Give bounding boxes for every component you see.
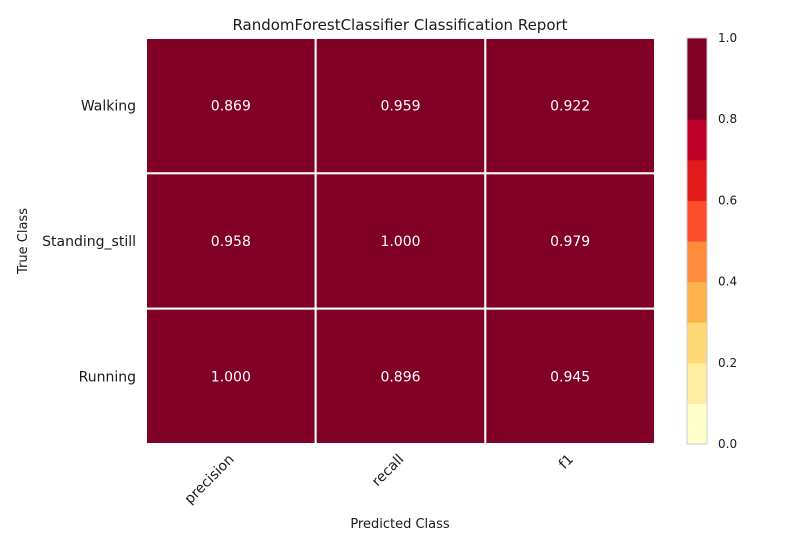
x-axis-label: Predicted Class bbox=[350, 517, 450, 532]
heatmap-cell-labels: 0.869 0.959 0.922 0.958 1.000 0.979 1.000 0.896… bbox=[211, 99, 590, 386]
x-tick-label: recall bbox=[369, 452, 407, 490]
heatmap-cell bbox=[145, 307, 317, 445]
heatmap-cell-label: 1.000 bbox=[211, 369, 251, 385]
heatmap-cell bbox=[145, 37, 317, 175]
heatmap-cell bbox=[484, 37, 657, 175]
colorbar-tick-label: 0.0 bbox=[718, 437, 737, 451]
x-tick-label: precision bbox=[182, 452, 238, 508]
heatmap-cell-label: 0.869 bbox=[211, 99, 251, 115]
x-tick-label: f1 bbox=[556, 452, 577, 473]
colorbar-bin bbox=[687, 200, 707, 242]
colorbar-bin bbox=[687, 322, 707, 364]
y-axis-label: True Class bbox=[16, 208, 31, 275]
colorbar-bin bbox=[687, 403, 707, 445]
colorbar bbox=[686, 37, 708, 445]
colorbar-bin bbox=[687, 78, 707, 120]
heatmap-cell bbox=[314, 307, 487, 445]
colorbar-tick-label: 0.6 bbox=[718, 193, 737, 207]
colorbar-bin bbox=[687, 159, 707, 201]
colorbar-bin bbox=[687, 281, 707, 323]
colorbar-tick-label: 0.2 bbox=[718, 356, 737, 370]
colorbar-tick-label: 1.0 bbox=[718, 31, 737, 45]
heatmap-cell-label: 0.896 bbox=[380, 369, 420, 385]
heatmap-cell-label: 1.000 bbox=[380, 234, 420, 250]
y-tick-label: Standing_still bbox=[42, 234, 136, 250]
heatmap-cell-label: 0.958 bbox=[211, 234, 251, 250]
heatmap-cell bbox=[314, 37, 487, 175]
y-tick-labels: Walking Standing_still Running bbox=[42, 99, 136, 386]
colorbar-bin bbox=[687, 38, 707, 80]
heatmap-cell-label: 0.979 bbox=[550, 234, 590, 250]
heatmap-cell bbox=[314, 172, 487, 310]
heatmap-cell-label: 0.922 bbox=[550, 99, 590, 115]
colorbar-frame bbox=[686, 37, 708, 445]
y-tick-label: Running bbox=[79, 369, 136, 385]
chart-title: RandomForestClassifier Classification Re… bbox=[232, 16, 567, 34]
heatmap-cell-label: 0.945 bbox=[550, 369, 590, 385]
heatmap-cell bbox=[145, 172, 317, 310]
y-tick-label: Walking bbox=[81, 99, 136, 115]
colorbar-tick-labels: 0.0 0.2 0.4 0.6 0.8 1.0 bbox=[718, 31, 737, 451]
heatmap-cell bbox=[484, 307, 657, 445]
colorbar-bin bbox=[687, 119, 707, 161]
colorbar-bin bbox=[687, 241, 707, 283]
x-tick-labels: precision recall f1 bbox=[182, 452, 577, 508]
heatmap-cells bbox=[145, 37, 657, 445]
colorbar-tick-label: 0.8 bbox=[718, 112, 737, 126]
colorbar-tick-label: 0.4 bbox=[718, 275, 737, 289]
heatmap-cell-label: 0.959 bbox=[380, 99, 420, 115]
colorbar-bin bbox=[687, 362, 707, 404]
heatmap-cell bbox=[484, 172, 657, 310]
